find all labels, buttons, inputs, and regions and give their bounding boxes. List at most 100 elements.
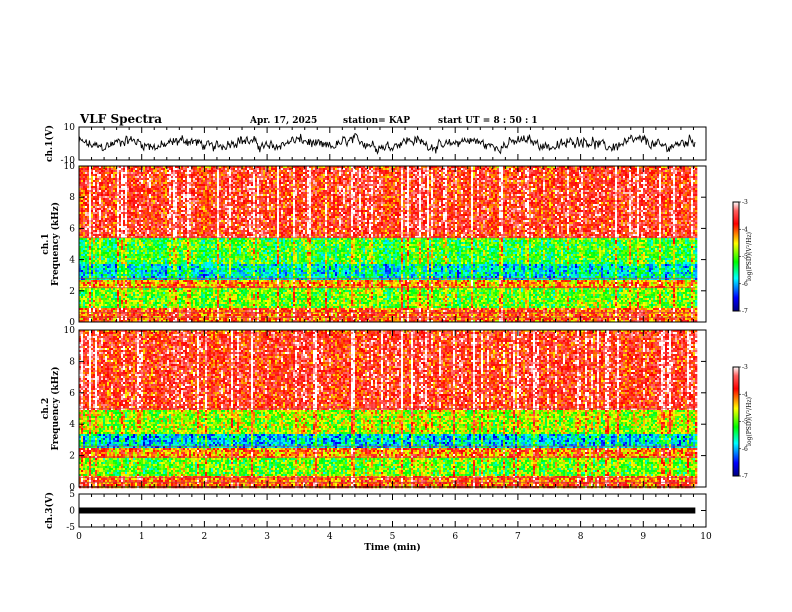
spectrogram-cell (83, 270, 85, 272)
spectrogram-cell (81, 272, 83, 274)
spectrogram-cell (81, 294, 83, 296)
spectrogram-cell (93, 198, 95, 200)
spectrogram-cell (99, 242, 101, 244)
spectrogram-cell (91, 216, 93, 218)
spectrogram-cell (87, 314, 89, 316)
spectrogram-cell (85, 168, 87, 170)
spectrogram-cell (91, 184, 93, 186)
spectrogram-cell (81, 302, 83, 304)
spectrogram-cell (89, 284, 91, 286)
spectrogram-cell (91, 202, 93, 204)
spectrogram-cell (99, 308, 101, 310)
spectrogram-cell (89, 308, 91, 310)
spectrogram-cell (97, 250, 99, 252)
spectrogram-cell (95, 168, 97, 170)
spectrogram-cell (93, 318, 95, 320)
spectrogram-cell (87, 174, 89, 176)
spectrogram-cell (91, 292, 93, 294)
spectrogram-cell (85, 256, 87, 258)
spectrogram-cell (97, 216, 99, 218)
spectrogram-cell (81, 246, 83, 248)
spectrogram-cell (83, 200, 85, 202)
spectrogram-cell (91, 190, 93, 192)
spectrogram-cell (83, 302, 85, 304)
spectrogram-cell (97, 314, 99, 316)
spectrogram-cell (97, 178, 99, 180)
spectrogram-cell (83, 284, 85, 286)
spectrogram-cell (93, 302, 95, 304)
spectrogram-cell (101, 186, 103, 188)
spectrogram-cell (95, 242, 97, 244)
spectrogram-cell (93, 254, 95, 256)
spectrogram-cell (93, 260, 95, 262)
spectrogram-cell (95, 258, 97, 260)
spectrogram-cell (99, 250, 101, 252)
spectrogram-cell (87, 318, 89, 320)
spectrogram-cell (83, 314, 85, 316)
spectrogram-cell (95, 270, 97, 272)
spectrogram-cell (97, 228, 99, 230)
spectrogram-cell (87, 238, 89, 240)
spectrogram-cell (97, 292, 99, 294)
spectrogram-cell (89, 288, 91, 290)
spectrogram-cell (85, 190, 87, 192)
spectrogram-cell (99, 246, 101, 248)
spectrogram-cell (93, 242, 95, 244)
spectrogram-cell (95, 206, 97, 208)
spectrogram-cell (93, 218, 95, 220)
spectrogram-cell (87, 264, 89, 266)
spectrogram-cell (93, 300, 95, 302)
spectrogram-cell (93, 250, 95, 252)
spectrogram-cell (83, 280, 85, 282)
spectrogram-cell (93, 256, 95, 258)
spectrogram-cell (83, 174, 85, 176)
spectrogram-cell (89, 262, 91, 264)
spectrogram-cell (89, 196, 91, 198)
spectrogram-cell (97, 244, 99, 246)
spectrogram-cell (81, 190, 83, 192)
spectrogram-cell (93, 264, 95, 266)
spectrogram-cell (97, 260, 99, 262)
spectrogram-cell (89, 260, 91, 262)
spectrogram-cell (93, 262, 95, 264)
spectrogram-cell (93, 240, 95, 242)
spectrogram-cell (89, 220, 91, 222)
spectrogram-cell (89, 204, 91, 206)
spectrogram-cell (93, 274, 95, 276)
spectrogram-cell (81, 250, 83, 252)
spectrogram-cell (91, 218, 93, 220)
spectrogram-cell (95, 188, 97, 190)
spectrogram-cell (81, 202, 83, 204)
spectrogram-cell (87, 292, 89, 294)
spectrogram-cell (93, 308, 95, 310)
spectrogram-cell (91, 178, 93, 180)
spectrogram-cell (85, 222, 87, 224)
spectrogram-cell (99, 180, 101, 182)
spectrogram-cell (87, 256, 89, 258)
spectrogram-cell (81, 210, 83, 212)
spectrogram-cell (95, 232, 97, 234)
spectrogram-cell (95, 244, 97, 246)
spectrogram-cell (83, 272, 85, 274)
spectrogram-cell (91, 258, 93, 260)
spectrogram-cell (91, 208, 93, 210)
spectrogram-cell (91, 186, 93, 188)
spectrogram-cell (97, 176, 99, 178)
spectrogram-cell (83, 318, 85, 320)
spectrogram-cell (95, 224, 97, 226)
spectrogram-cell (83, 230, 85, 232)
spectrogram-cell (95, 266, 97, 268)
spectrogram-cell (87, 274, 89, 276)
spectrogram-cell (89, 268, 91, 270)
spectrogram-cell (89, 300, 91, 302)
spectrogram-cell (99, 260, 101, 262)
spectrogram-cell (85, 198, 87, 200)
spectrogram-cell (85, 288, 87, 290)
spectrogram-cell (89, 214, 91, 216)
spectrogram-cell (87, 172, 89, 174)
spectrogram-cell (99, 272, 101, 274)
spectrogram-cell (99, 176, 101, 178)
spectrogram-cell (81, 280, 83, 282)
spectrogram-cell (95, 260, 97, 262)
y-axis-label: ch.1(V) (44, 125, 55, 162)
